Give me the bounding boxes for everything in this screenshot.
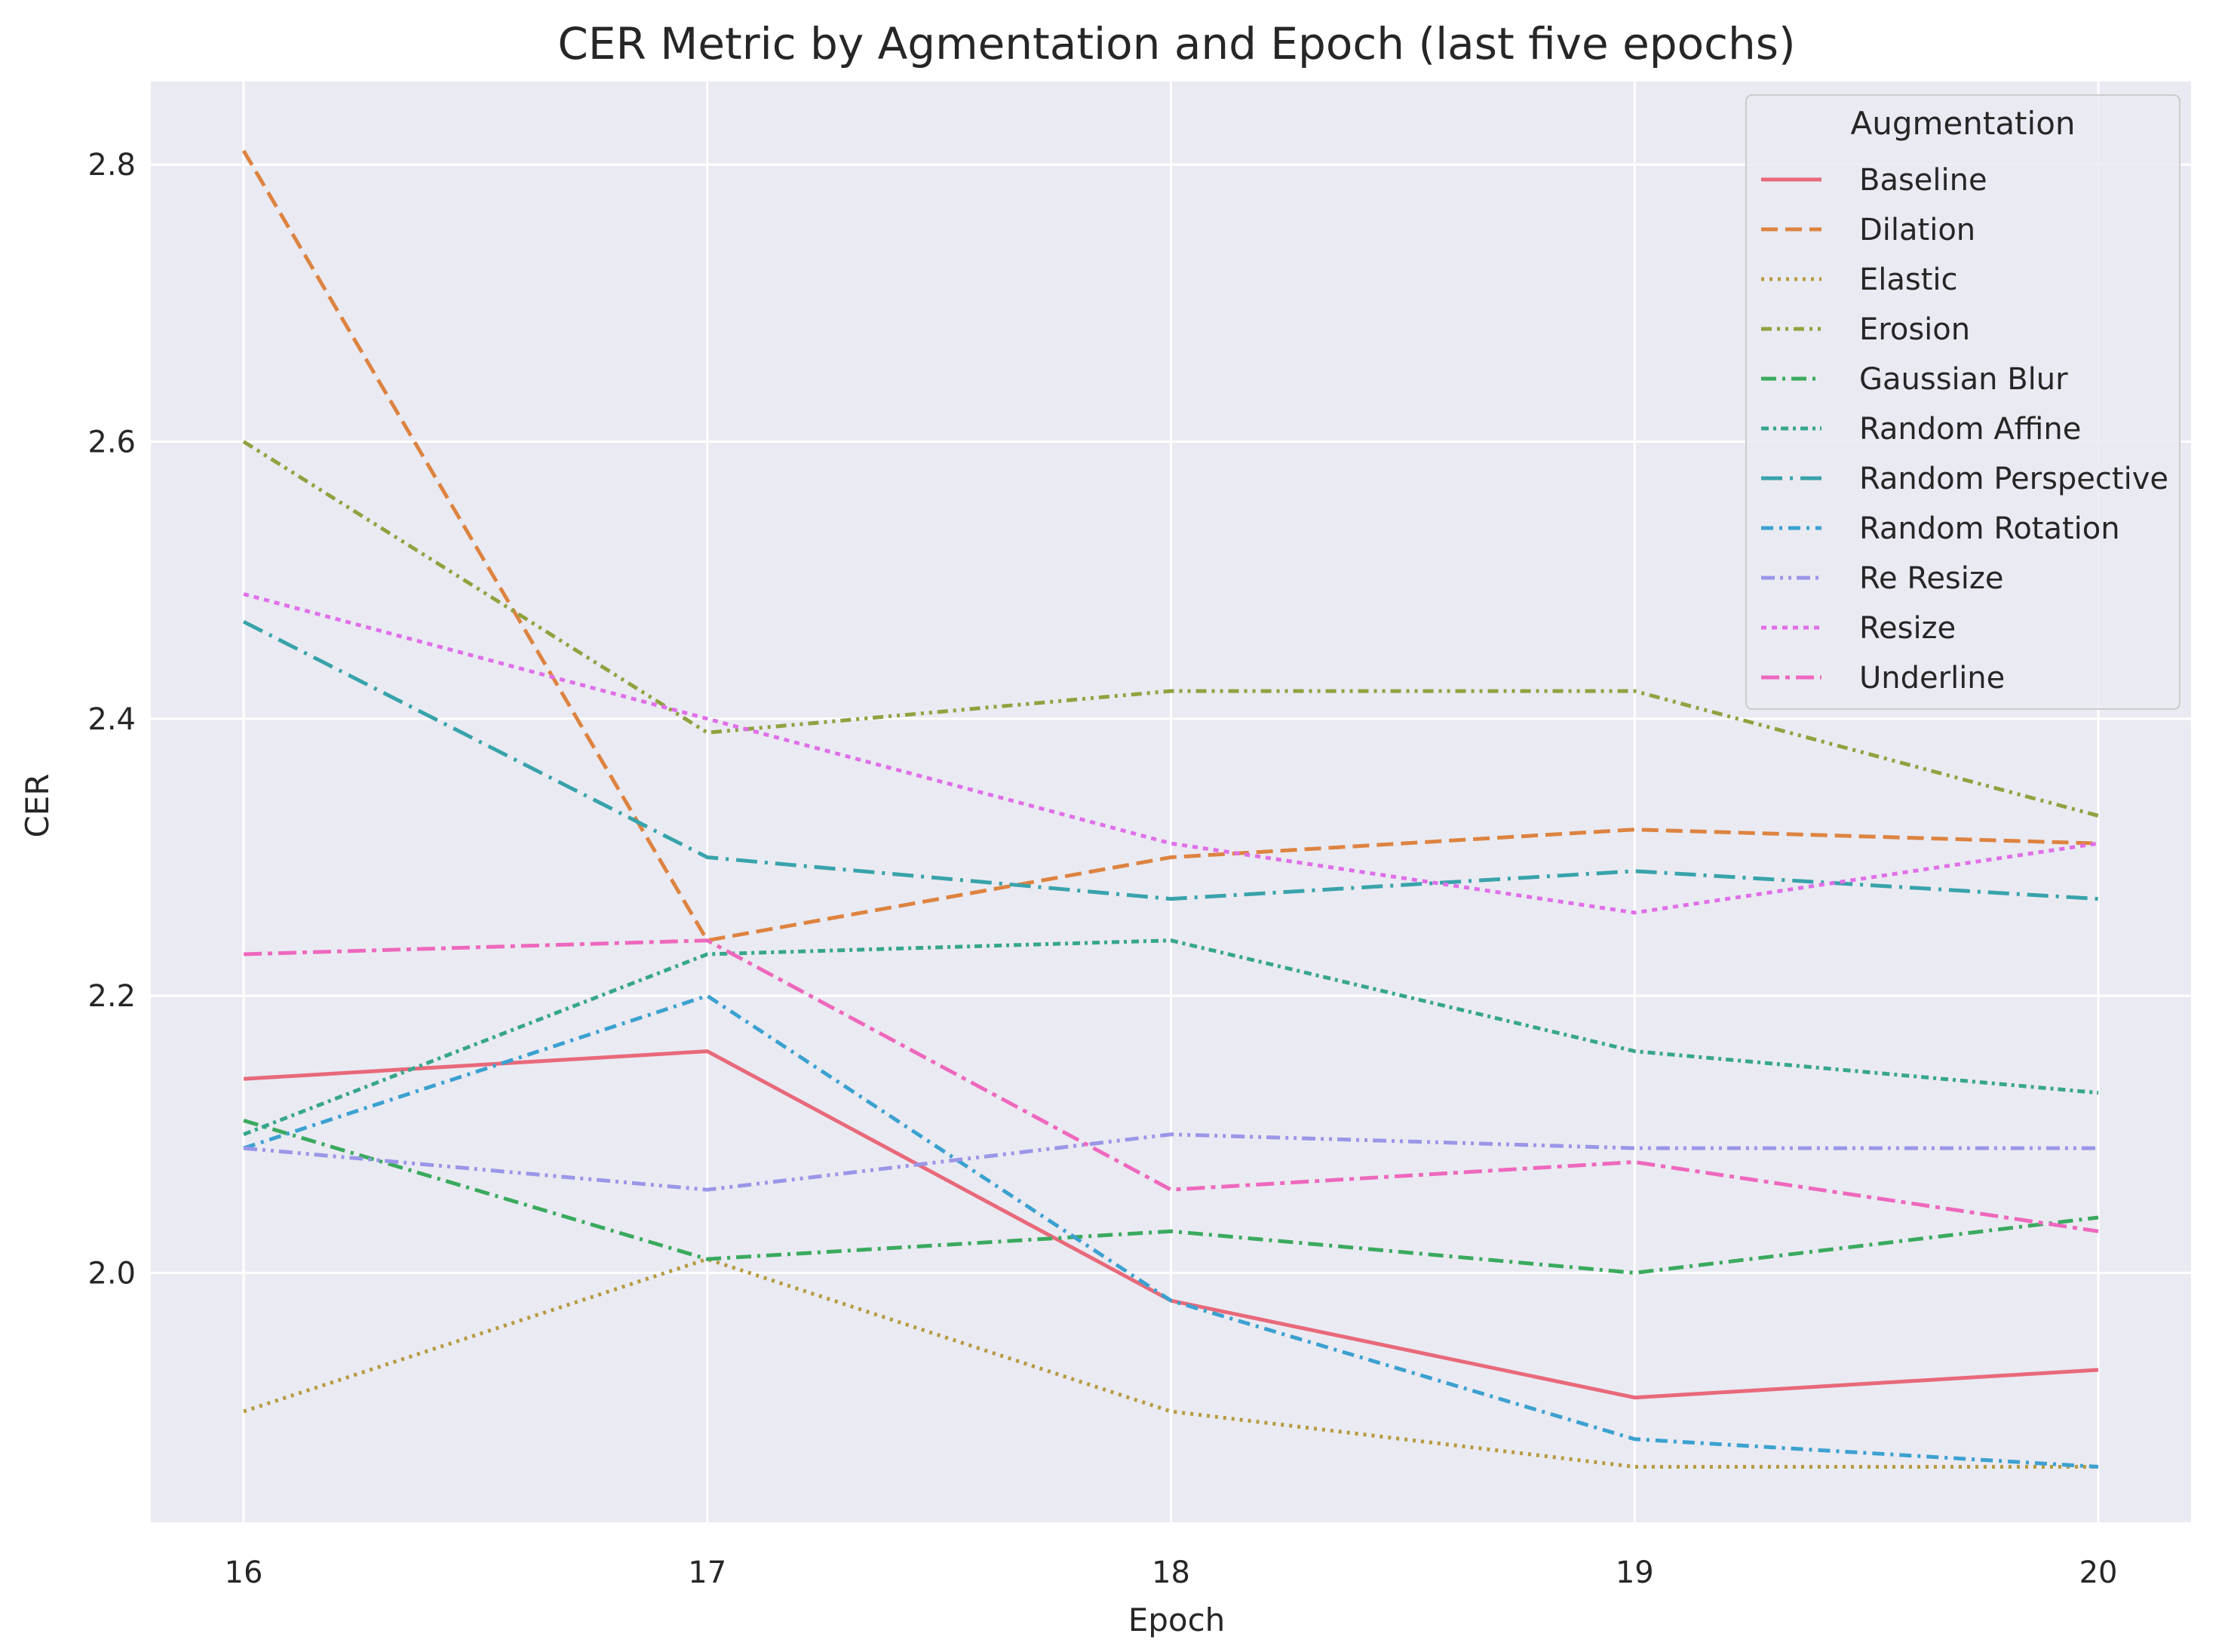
series-line-gaussian-blur — [243, 1119, 2099, 1275]
legend: Augmentation Baseline Dilation Elastic Erosi… — [1745, 94, 2181, 710]
chart-title: CER Metric by Agmentation and Epoch (las… — [557, 18, 1795, 69]
y-tick-label: 2.8 — [87, 148, 136, 183]
series-line-resize — [243, 592, 2099, 915]
series-lines — [241, 149, 2099, 1469]
legend-label: Erosion — [1859, 312, 1970, 347]
x-axis-label: Epoch — [1128, 1601, 1226, 1638]
y-tick-label: 2.0 — [87, 1256, 136, 1291]
x-tick-label: 17 — [688, 1555, 726, 1590]
series-line-random-perspective — [242, 619, 2099, 901]
legend-label: Resize — [1859, 611, 1956, 646]
legend-label: Random Affine — [1859, 412, 2081, 447]
legend-label: Gaussian Blur — [1859, 362, 2068, 397]
x-tick-label: 18 — [1152, 1555, 1190, 1590]
legend-label: Baseline — [1859, 163, 1987, 198]
legend-box — [1745, 94, 2181, 710]
y-tick-label: 2.6 — [87, 425, 136, 460]
y-axis-ticks: 2.0 2.2 2.4 2.6 2.8 — [87, 148, 136, 1291]
legend-label: Random Rotation — [1859, 511, 2120, 546]
legend-label: Dilation — [1859, 213, 1975, 247]
y-axis-label: CER — [19, 773, 56, 837]
series-line-random-rotation — [243, 993, 2099, 1469]
series-line-elastic — [243, 1257, 2098, 1469]
series-line-underline — [243, 938, 2099, 1233]
series-line-re-resize — [243, 1132, 2098, 1192]
legend-label: Random Perspective — [1859, 462, 2168, 496]
x-tick-label: 16 — [225, 1555, 263, 1590]
legend-label: Elastic — [1859, 263, 1958, 297]
x-tick-label: 19 — [1616, 1555, 1654, 1590]
y-tick-label: 2.4 — [87, 702, 136, 737]
x-axis-ticks: 16 17 18 19 20 — [225, 1555, 2118, 1590]
x-tick-label: 20 — [2079, 1555, 2118, 1590]
y-tick-label: 2.2 — [87, 979, 136, 1014]
series-line-erosion — [242, 440, 2099, 818]
series-line-random-affine — [243, 938, 2099, 1137]
legend-label: Re Resize — [1859, 561, 2003, 596]
legend-label: Underline — [1859, 661, 2005, 695]
legend-title: Augmentation — [1850, 105, 2075, 142]
